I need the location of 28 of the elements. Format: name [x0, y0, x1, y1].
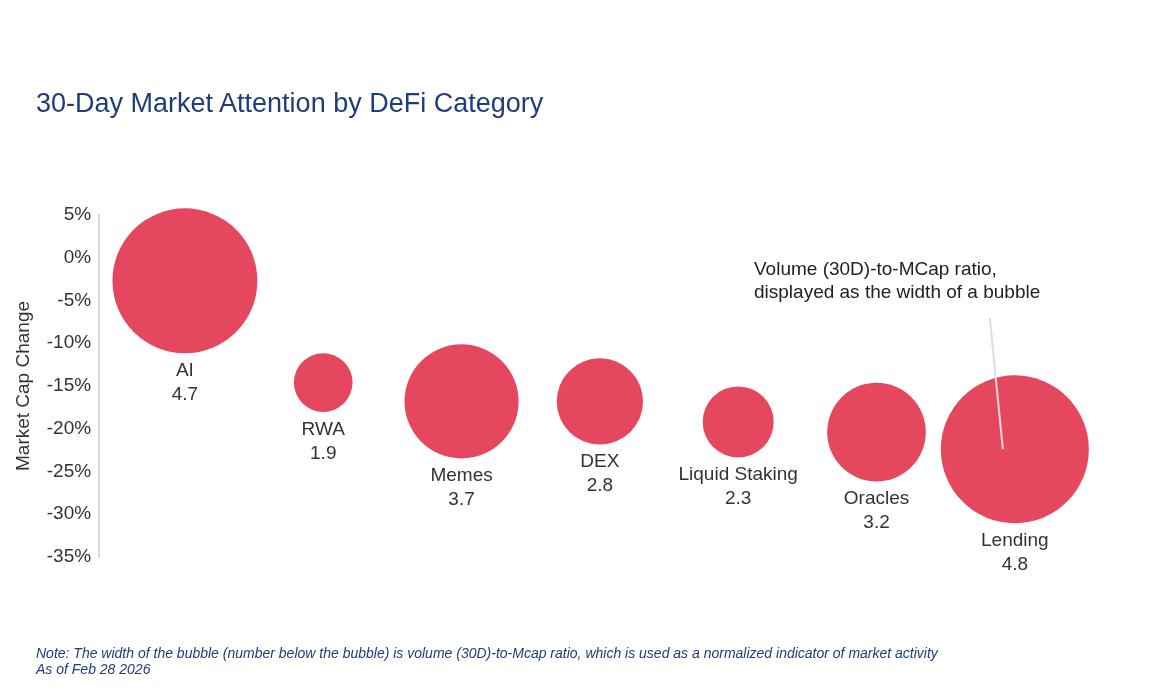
y-tick-label: -15% — [46, 374, 92, 396]
x-tick-label: Oracles — [843, 487, 910, 509]
y-tick-label: -30% — [46, 502, 92, 524]
y-tick-label: -25% — [46, 459, 92, 481]
y-tick-label: -10% — [46, 331, 92, 353]
y-axis-title: Market Cap Change — [11, 300, 33, 472]
text: As of Feb 28 2026 — [36, 661, 152, 677]
y-tick-label: -5% — [57, 288, 92, 310]
y-tick-label: -20% — [46, 416, 92, 438]
annotation: 4.8 — [1001, 553, 1029, 574]
annotation: 3.2 — [863, 511, 890, 533]
chart-title: 30-Day Market Attention by DeFi Category — [35, 88, 545, 119]
annotation: 4.7 — [171, 383, 199, 405]
annotation: 1.9 — [310, 441, 337, 463]
annotation: Volume (30D)-to-MCap ratio, displayed as the width of a bubble — [754, 257, 1041, 302]
y-tick-label: -35% — [46, 545, 92, 567]
y-tick-label: 5% — [63, 203, 92, 225]
x-tick-label: RWA — [301, 417, 346, 439]
text: Note: The width of the bubble (number below the bubble) is volume (30D)-to-Mcap ratio, which is used as a normalized indicator of market activity — [36, 645, 940, 661]
x-tick-label: Memes — [430, 464, 493, 486]
x-tick-label: Lending — [981, 529, 1049, 550]
annotation: 2.8 — [586, 474, 614, 496]
annotation: 3.7 — [448, 488, 475, 510]
x-tick-label: Liquid Staking — [678, 463, 798, 485]
y-tick-label: 0% — [63, 245, 92, 267]
x-tick-label: DEX — [580, 450, 620, 472]
x-tick-label: AI — [175, 359, 194, 381]
annotation: 2.3 — [724, 487, 752, 509]
